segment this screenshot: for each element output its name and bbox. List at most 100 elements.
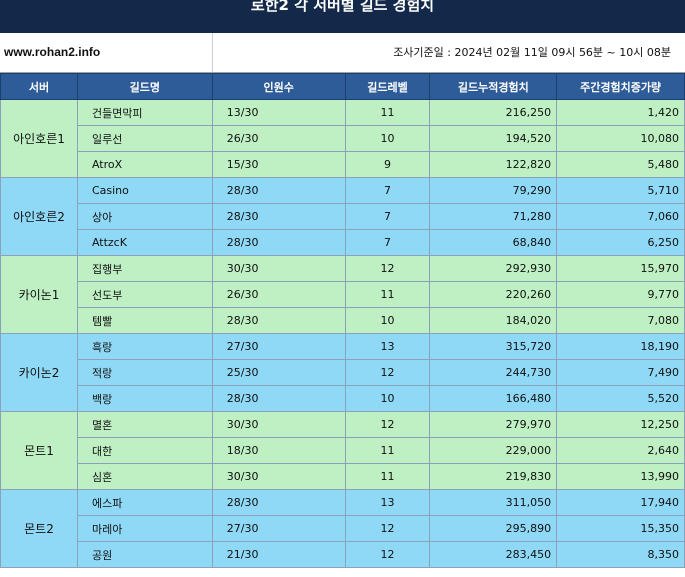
guild-level-cell: 11 — [344, 281, 431, 308]
member-count-cell: 30/30 — [211, 255, 346, 282]
total-exp-cell: 220,260 — [429, 281, 558, 308]
guild-name-cell: 적랑 — [76, 359, 213, 386]
total-exp-cell: 71,280 — [429, 203, 558, 230]
col-header-server: 서버 — [0, 73, 78, 100]
server-cell: 아인호른2 — [0, 177, 78, 256]
table-row: 상아 28/30 7 71,280 7,060 — [1, 203, 685, 230]
weekly-exp-cell: 18,190 — [556, 333, 685, 360]
guild-name-cell: 대한 — [76, 437, 213, 464]
server-cell: 몬트1 — [0, 411, 78, 490]
weekly-exp-cell: 2,640 — [556, 437, 685, 464]
member-count-cell: 30/30 — [211, 411, 346, 438]
total-exp-cell: 311,050 — [429, 489, 558, 516]
member-count-cell: 28/30 — [211, 203, 346, 230]
server-cell: 카이논2 — [0, 333, 78, 412]
guild-level-cell: 12 — [344, 541, 431, 568]
guild-level-cell: 9 — [344, 151, 431, 178]
total-exp-cell: 283,450 — [429, 541, 558, 568]
member-count-cell: 18/30 — [211, 437, 346, 464]
total-exp-cell: 219,830 — [429, 463, 558, 490]
guild-level-cell: 7 — [344, 177, 431, 204]
guild-name-cell: 상아 — [76, 203, 213, 230]
guild-name-cell: 공원 — [76, 541, 213, 568]
weekly-exp-cell: 7,080 — [556, 307, 685, 334]
table-row: 아인호른2 Casino 28/30 7 79,290 5,710 — [0, 177, 685, 256]
total-exp-cell: 166,480 — [429, 385, 558, 412]
server-cell: 아인호른1 — [0, 99, 78, 178]
member-count-cell: 25/30 — [211, 359, 346, 386]
guild-exp-table: 서버 길드명 인원수 길드레벨 길드누적경험치 주간경험치증가량 아인호른1 건들… — [0, 73, 685, 568]
page-title: 로한2 각 서버별 길드 경험치 — [250, 0, 435, 14]
total-exp-cell: 194,520 — [429, 125, 558, 152]
weekly-exp-cell: 6,250 — [556, 229, 685, 256]
guild-level-cell: 10 — [344, 125, 431, 152]
guild-name-cell: AtroX — [76, 151, 213, 178]
guild-level-cell: 11 — [344, 99, 431, 126]
server-cell: 몬트2 — [0, 489, 78, 568]
weekly-exp-cell: 10,080 — [556, 125, 685, 152]
weekly-exp-cell: 7,490 — [556, 359, 685, 386]
server-cell: 카이논1 — [0, 255, 78, 334]
total-exp-cell: 295,890 — [429, 515, 558, 542]
total-exp-cell: 244,730 — [429, 359, 558, 386]
guild-level-cell: 13 — [344, 489, 431, 516]
table-row: 적랑 25/30 12 244,730 7,490 — [1, 359, 685, 386]
guild-name-cell: AttzcK — [76, 229, 213, 256]
total-exp-cell: 292,930 — [429, 255, 558, 282]
weekly-exp-cell: 8,350 — [556, 541, 685, 568]
guild-name-cell: 건들면막피 — [76, 99, 213, 126]
guild-name-cell: Casino — [76, 177, 213, 204]
survey-time: 조사기준일 : 2024년 02월 11일 09시 56분 ~ 10시 08분 — [393, 46, 671, 59]
guild-level-cell: 13 — [344, 333, 431, 360]
table-row: 아인호른1 건들면막피 13/30 11 216,250 1,420 — [0, 99, 685, 178]
member-count-cell: 27/30 — [211, 333, 346, 360]
total-exp-cell: 79,290 — [429, 177, 558, 204]
guild-name-cell: 집행부 — [76, 255, 213, 282]
guild-level-cell: 10 — [344, 385, 431, 412]
total-exp-cell: 216,250 — [429, 99, 558, 126]
guild-level-cell: 11 — [344, 463, 431, 490]
table-row: 카이논1 집행부 30/30 12 292,930 15,970 — [0, 255, 685, 334]
guild-level-cell: 12 — [344, 359, 431, 386]
member-count-cell: 21/30 — [211, 541, 346, 568]
total-exp-cell: 315,720 — [429, 333, 558, 360]
total-exp-cell: 122,820 — [429, 151, 558, 178]
guild-level-cell: 12 — [344, 411, 431, 438]
weekly-exp-cell: 5,480 — [556, 151, 685, 178]
guild-name-cell: 심혼 — [76, 463, 213, 490]
total-exp-cell: 68,840 — [429, 229, 558, 256]
weekly-exp-cell: 5,710 — [556, 177, 685, 204]
table-row: 카이논2 흑랑 27/30 13 315,720 18,190 — [0, 333, 685, 412]
guild-name-cell: 멸혼 — [76, 411, 213, 438]
weekly-exp-cell: 15,350 — [556, 515, 685, 542]
table-row: 몬트2 에스파 28/30 13 311,050 17,940 — [0, 489, 685, 568]
total-exp-cell: 184,020 — [429, 307, 558, 334]
col-header-guild: 길드명 — [76, 73, 213, 100]
guild-name-cell: 일루선 — [76, 125, 213, 152]
guild-name-cell: 흑랑 — [76, 333, 213, 360]
table-row: 백랑 28/30 10 166,480 5,520 — [1, 385, 685, 412]
weekly-exp-cell: 9,770 — [556, 281, 685, 308]
col-header-total-exp: 길드누적경험치 — [429, 73, 558, 100]
member-count-cell: 26/30 — [211, 281, 346, 308]
table-row: 심혼 30/30 11 219,830 13,990 — [1, 463, 685, 490]
guild-level-cell: 10 — [344, 307, 431, 334]
weekly-exp-cell: 1,420 — [556, 99, 685, 126]
page-title-bar: 로한2 각 서버별 길드 경험치 — [0, 0, 685, 33]
guild-level-cell: 12 — [344, 255, 431, 282]
total-exp-cell: 229,000 — [429, 437, 558, 464]
guild-name-cell: 템빨 — [76, 307, 213, 334]
site-url: www.rohan2.info — [4, 45, 101, 59]
guild-name-cell: 마레아 — [76, 515, 213, 542]
total-exp-cell: 279,970 — [429, 411, 558, 438]
table-row: 대한 18/30 11 229,000 2,640 — [1, 437, 685, 464]
table-row: 몬트1 멸혼 30/30 12 279,970 12,250 — [0, 411, 685, 490]
member-count-cell: 27/30 — [211, 515, 346, 542]
guild-level-cell: 7 — [344, 203, 431, 230]
weekly-exp-cell: 17,940 — [556, 489, 685, 516]
weekly-exp-cell: 7,060 — [556, 203, 685, 230]
table-row: AttzcK 28/30 7 68,840 6,250 — [1, 229, 685, 256]
table-row: 마레아 27/30 12 295,890 15,350 — [1, 515, 685, 542]
info-divider — [212, 33, 213, 72]
member-count-cell: 28/30 — [211, 385, 346, 412]
